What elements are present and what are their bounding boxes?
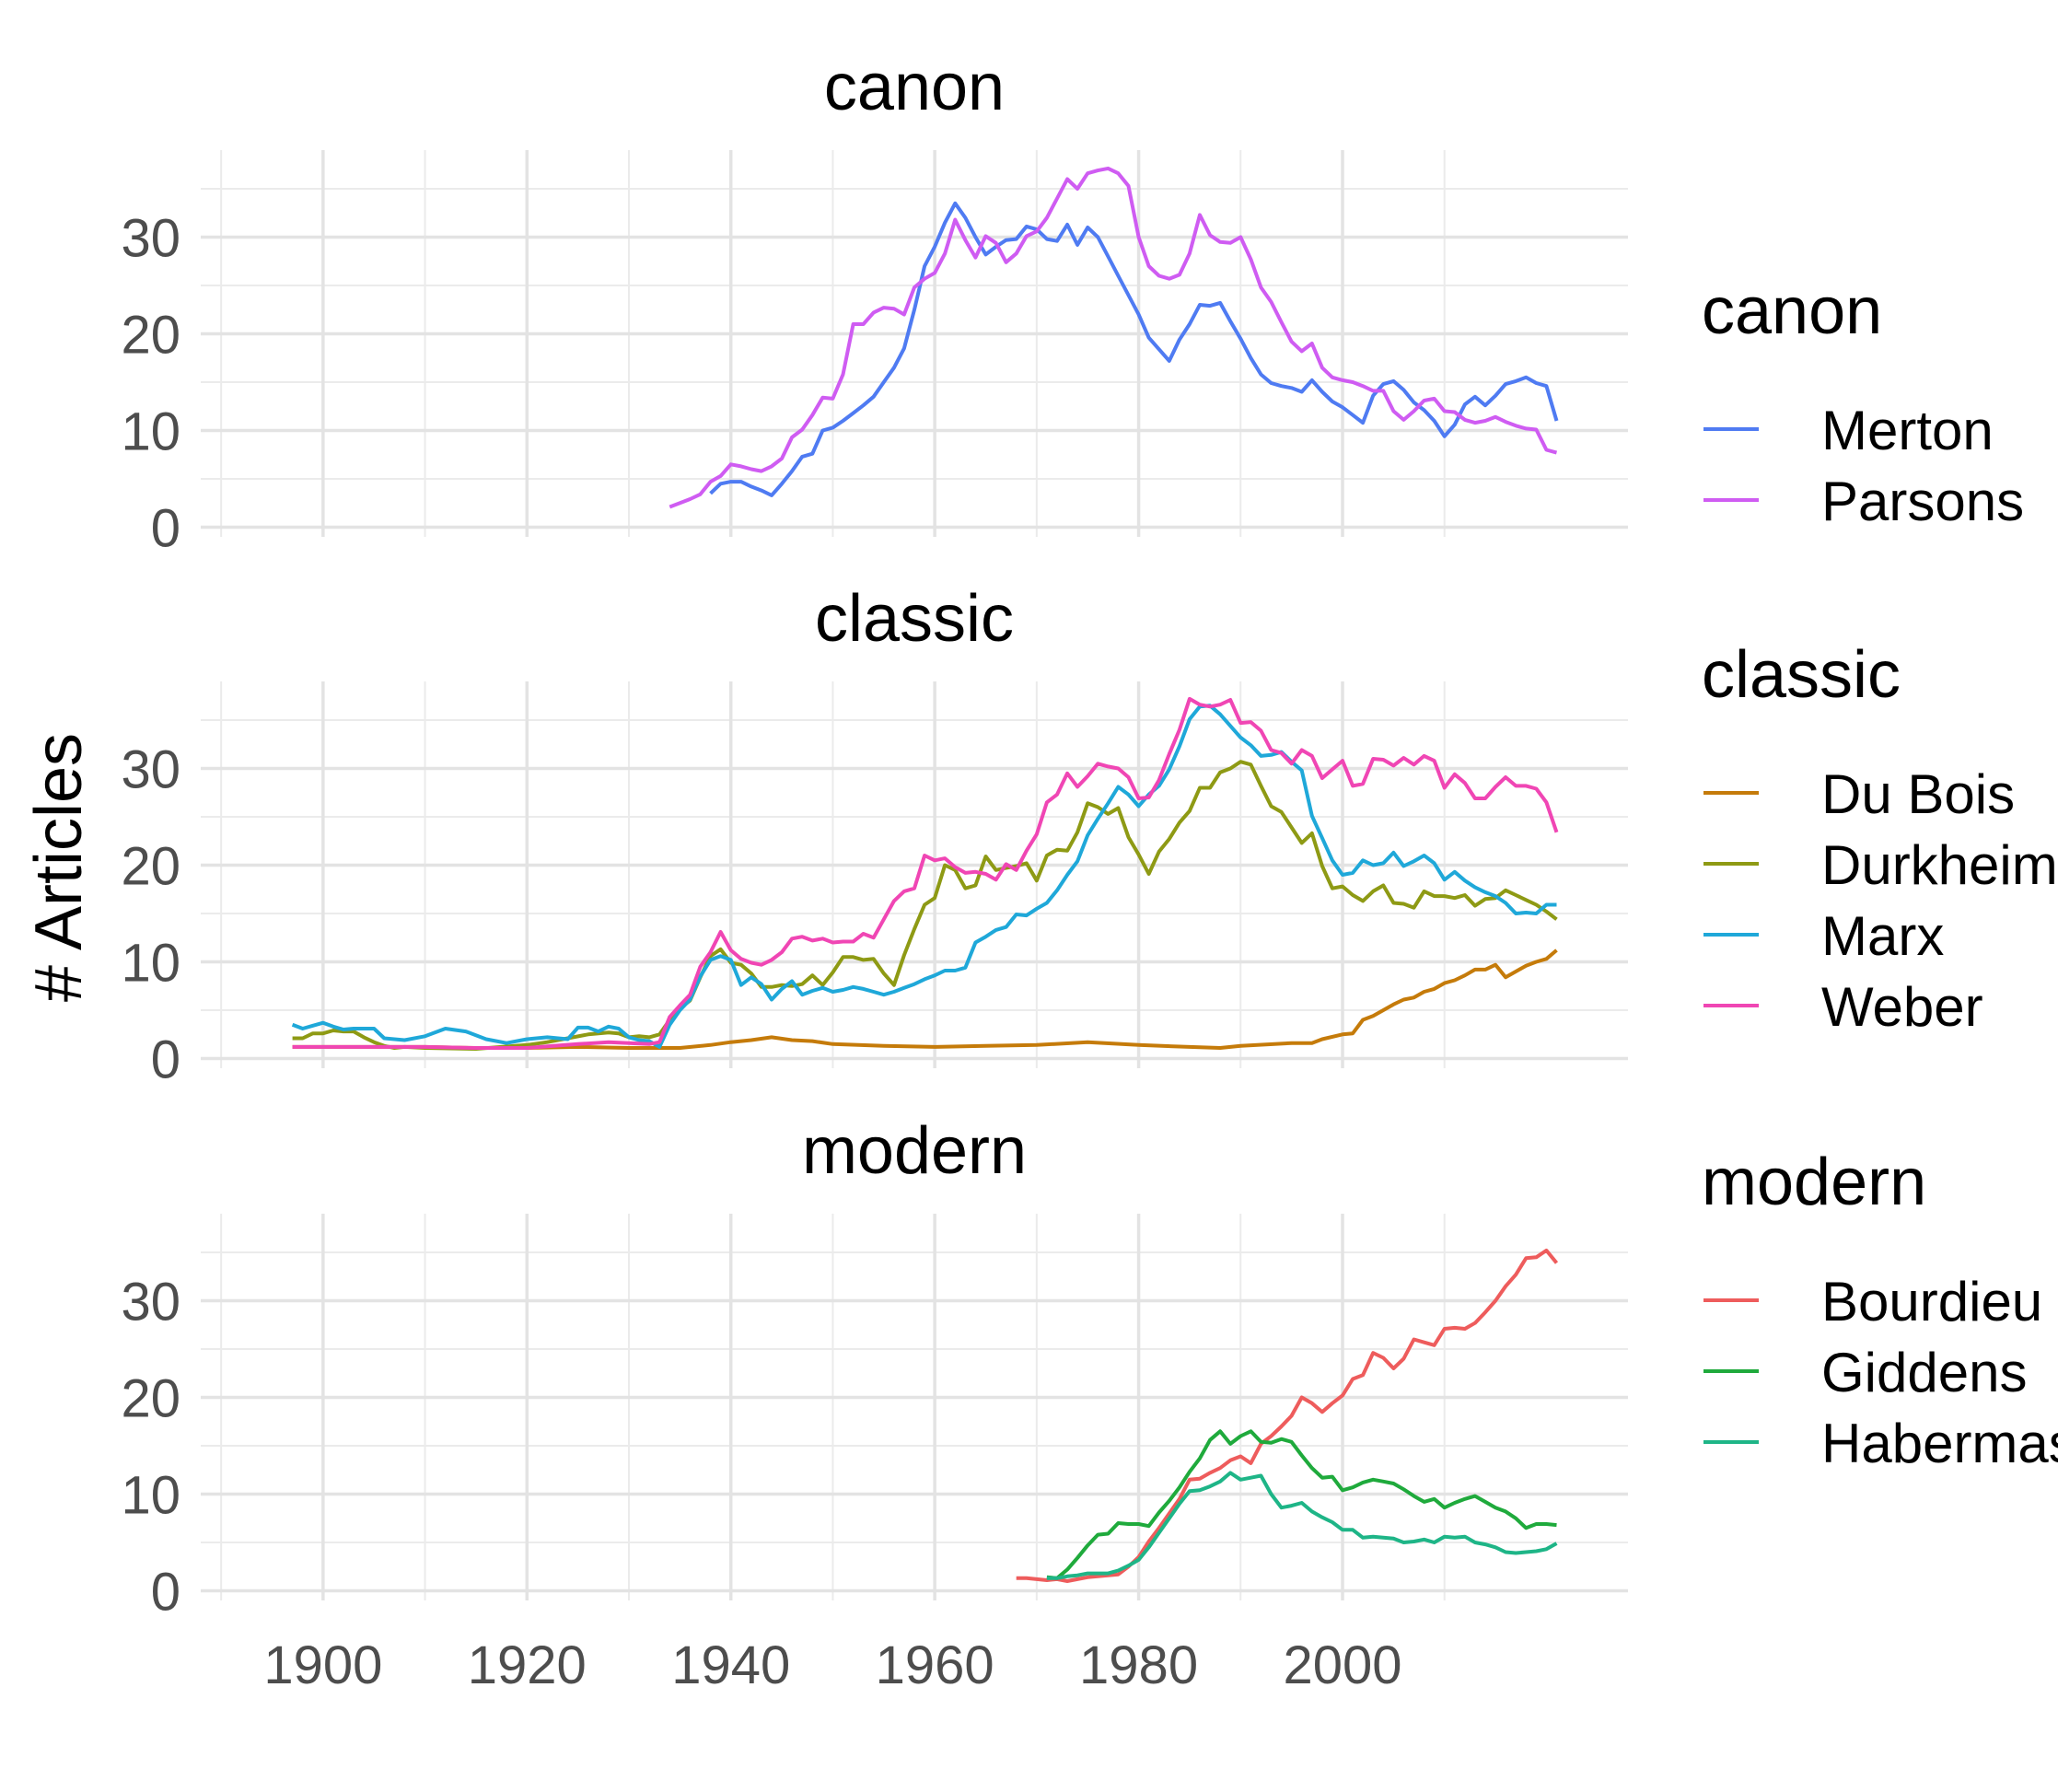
legend-label: Habermas bbox=[1821, 1413, 2058, 1474]
legend-label: Marx bbox=[1821, 905, 1944, 967]
y-tick-label: 30 bbox=[121, 740, 180, 800]
legend-title: classic bbox=[1702, 638, 1901, 712]
y-tick-label: 0 bbox=[151, 1563, 180, 1623]
y-tick-label: 0 bbox=[151, 499, 180, 559]
series-line-marx bbox=[291, 704, 1557, 1049]
y-tick-label: 20 bbox=[121, 837, 180, 897]
legend-label: Merton bbox=[1821, 400, 1994, 461]
x-tick-label: 2000 bbox=[1283, 1635, 1401, 1695]
y-axis-title: # Articles bbox=[22, 733, 96, 1002]
legends: canon Merton Parsons classic Du Bois Durkheim… bbox=[1702, 274, 2058, 1474]
y-tick-label: 10 bbox=[121, 1466, 180, 1526]
series-line-du-bois bbox=[292, 948, 1558, 1050]
x-tick-label: 1960 bbox=[876, 1635, 994, 1695]
x-tick-label: 1920 bbox=[468, 1635, 587, 1695]
panel-title: classic bbox=[815, 582, 1014, 656]
y-tick-label: 0 bbox=[151, 1030, 180, 1090]
series-line-habermas bbox=[1046, 1471, 1558, 1580]
y-tick-label: 10 bbox=[121, 934, 180, 994]
x-tick-label: 1900 bbox=[263, 1635, 382, 1695]
panel-classic: 0 10 20 30 classic bbox=[121, 582, 1628, 1090]
panel-title: modern bbox=[802, 1114, 1027, 1188]
y-tick-label: 30 bbox=[121, 1273, 180, 1332]
legend-label: Weber bbox=[1821, 976, 1983, 1038]
legend-label: Bourdieu bbox=[1821, 1271, 2042, 1332]
x-axis: 1900 1920 1940 1960 1980 2000 bbox=[263, 1635, 1401, 1695]
series-line-parsons bbox=[669, 166, 1558, 509]
legend-label: Du Bois bbox=[1821, 763, 2015, 825]
legend-title: canon bbox=[1702, 274, 1882, 348]
y-tick-label: 20 bbox=[121, 1369, 180, 1429]
series-line-merton bbox=[709, 201, 1559, 497]
y-tick-label: 20 bbox=[121, 306, 180, 366]
legend-canon: canon Merton Parsons bbox=[1702, 274, 2024, 532]
series-line-weber bbox=[292, 696, 1559, 1050]
x-tick-label: 1940 bbox=[671, 1635, 790, 1695]
x-tick-label: 1980 bbox=[1079, 1635, 1198, 1695]
panels: 0 10 20 30 canon 0 10 20 30 classic 0 10 20 30 modern bbox=[121, 51, 1628, 1623]
y-tick-label: 30 bbox=[121, 209, 180, 269]
y-tick-label: 10 bbox=[121, 402, 180, 462]
legend-label: Giddens bbox=[1821, 1342, 2027, 1403]
legend-modern: modern Bourdieu Giddens Habermas bbox=[1702, 1146, 2058, 1474]
series-line-giddens bbox=[1046, 1429, 1557, 1580]
panel-title: canon bbox=[824, 51, 1005, 124]
legend-label: Parsons bbox=[1821, 471, 2024, 532]
panel-canon: 0 10 20 30 canon bbox=[121, 51, 1628, 559]
panel-modern: 0 10 20 30 modern bbox=[121, 1114, 1628, 1623]
legend-label: Durkheim bbox=[1821, 834, 2058, 896]
series-line-durkheim bbox=[292, 760, 1558, 1051]
legend-title: modern bbox=[1702, 1146, 1926, 1219]
series-line-bourdieu bbox=[1016, 1248, 1559, 1583]
legend-classic: classic Du Bois Durkheim Marx Weber bbox=[1702, 638, 2058, 1038]
